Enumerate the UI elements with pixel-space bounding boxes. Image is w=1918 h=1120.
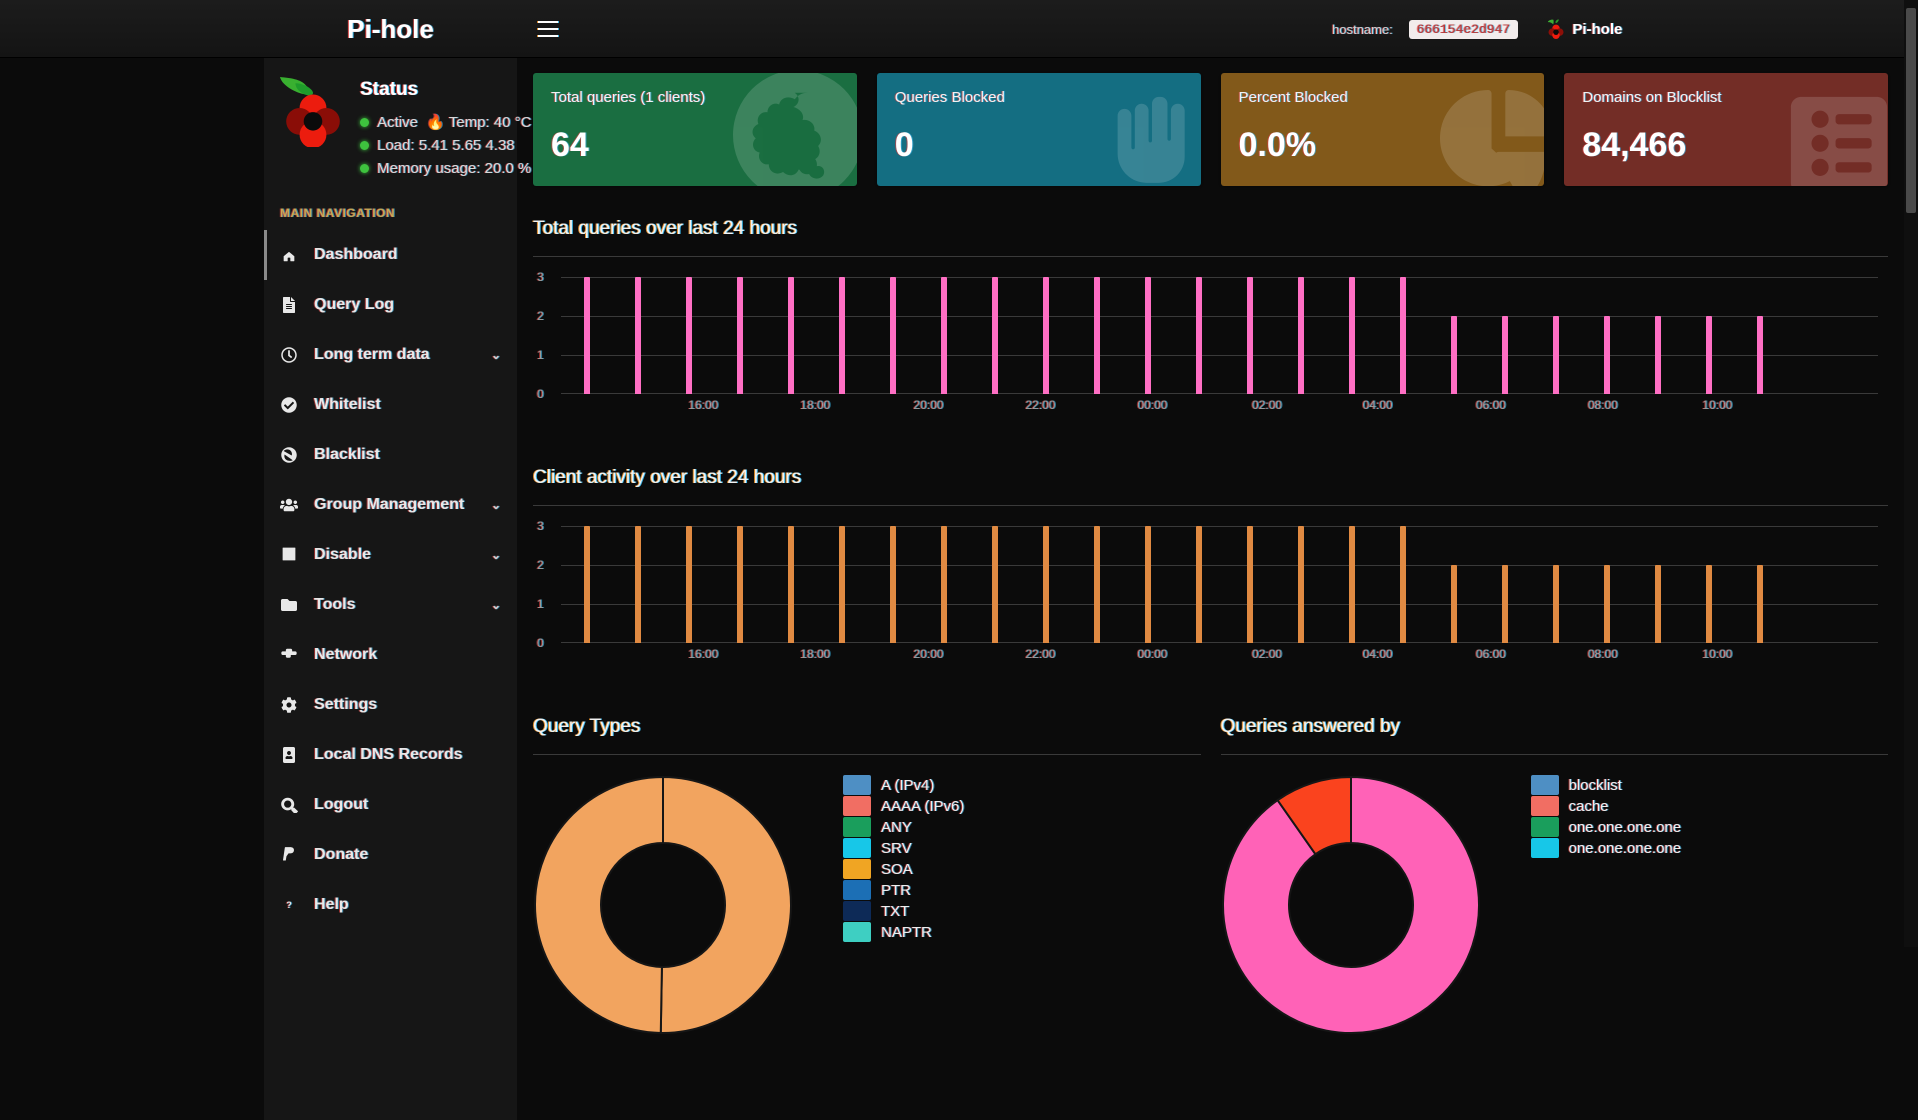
svg-text:?: ? (286, 900, 291, 910)
